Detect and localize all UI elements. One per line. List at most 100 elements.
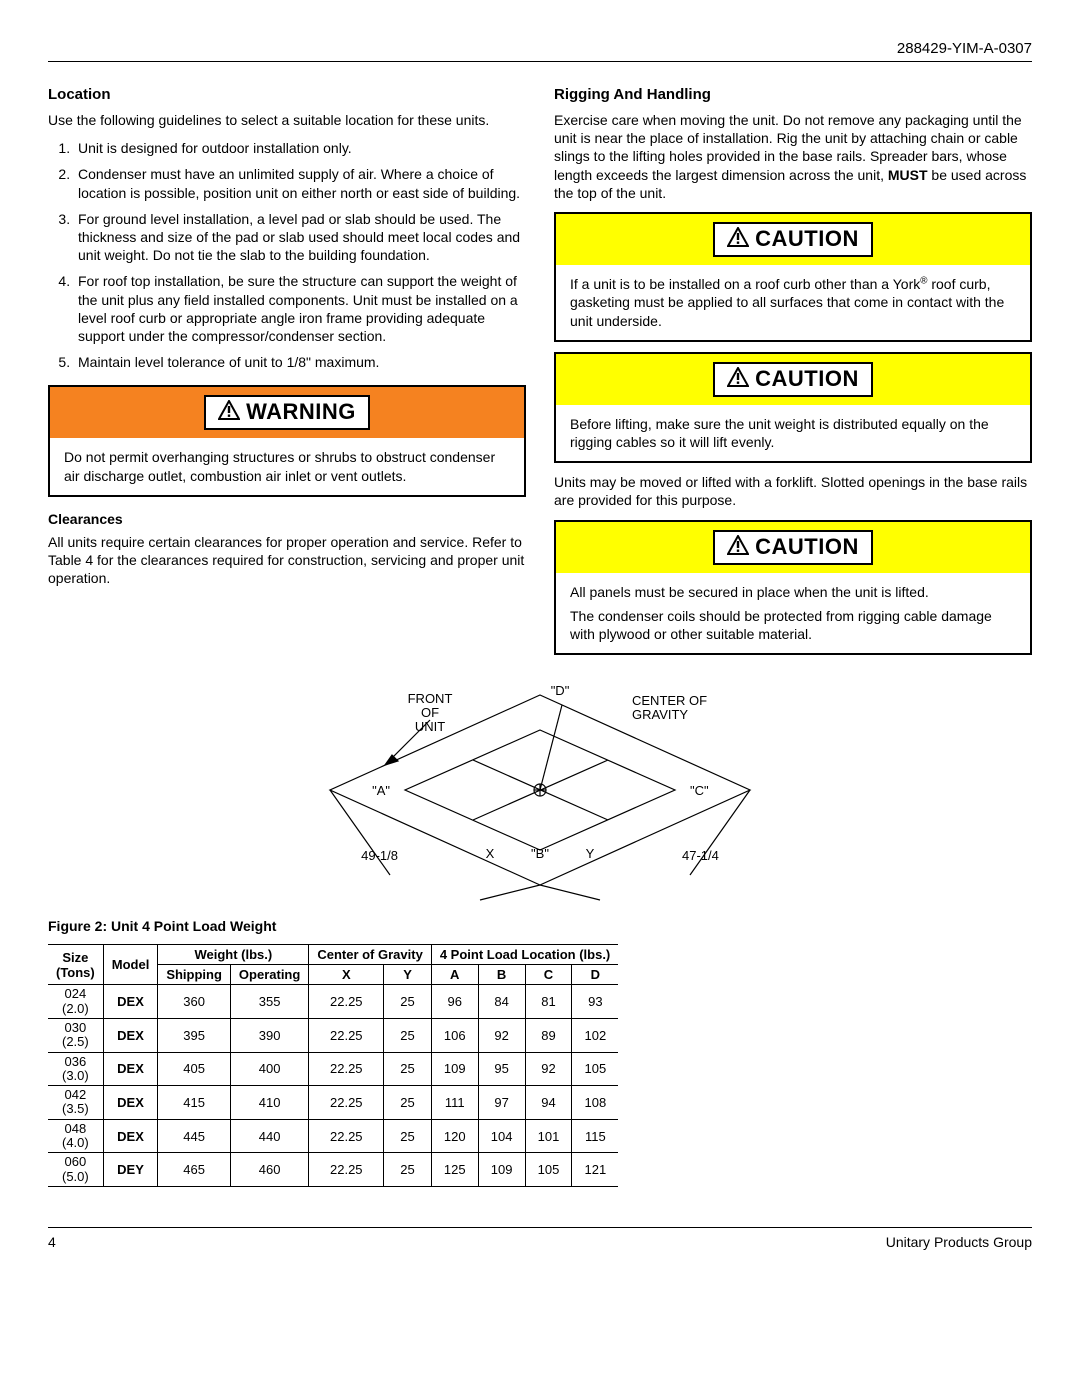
cell-model: DEX [103,1086,158,1120]
cell-shipping: 445 [158,1119,231,1153]
caution-callout-2: CAUTION Before lifting, make sure the un… [554,352,1032,464]
th-c: C [525,965,572,985]
caution-badge: CAUTION [713,222,873,257]
two-column-layout: Location Use the following guidelines to… [48,86,1032,665]
guideline-item: Unit is designed for outdoor installatio… [74,139,526,157]
warning-callout: WARNING Do not permit overhanging struct… [48,385,526,497]
right-column: Rigging And Handling Exercise care when … [554,86,1032,665]
caution-label: CAUTION [755,226,859,251]
left-column: Location Use the following guidelines to… [48,86,526,665]
label-b: "B" [531,846,549,861]
cell-operating: 410 [230,1086,308,1120]
cell-shipping: 395 [158,1018,231,1052]
th-weight: Weight (lbs.) [158,945,309,965]
warning-header: WARNING [50,387,524,438]
caution-triangle-icon [727,367,749,393]
cell-x: 22.25 [309,1086,384,1120]
cell-x: 22.25 [309,1119,384,1153]
cell-b: 109 [478,1153,525,1187]
caution-header: CAUTION [556,354,1030,405]
warning-badge: WARNING [204,395,370,430]
page-number: 4 [48,1234,56,1250]
warning-text: Do not permit overhanging structures or … [64,448,510,484]
guideline-item: Condenser must have an unlimited supply … [74,165,526,201]
cell-c: 94 [525,1086,572,1120]
cell-operating: 460 [230,1153,308,1187]
cell-a: 109 [431,1052,478,1086]
caution-header: CAUTION [556,522,1030,573]
cell-c: 81 [525,985,572,1019]
cell-y: 25 [384,1153,432,1187]
cell-y: 25 [384,1119,432,1153]
table-header: Size(Tons) Model Weight (lbs.) Center of… [48,945,618,985]
dim-left: 49-1/8 [361,848,398,863]
rigging-intro: Exercise care when moving the unit. Do n… [554,111,1032,202]
page-header: 288429-YIM-A-0307 [48,40,1032,62]
cell-c: 89 [525,1018,572,1052]
figure-caption: Figure 2: Unit 4 Point Load Weight [48,918,1032,934]
cell-b: 104 [478,1119,525,1153]
cell-model: DEX [103,1018,158,1052]
caution-callout-1: CAUTION If a unit is to be installed on … [554,212,1032,342]
caution1-text-a: If a unit is to be installed on a roof c… [570,276,920,292]
th-shipping: Shipping [158,965,231,985]
cell-d: 93 [572,985,618,1019]
page-footer: 4 Unitary Products Group [48,1227,1032,1250]
cell-model: DEX [103,1052,158,1086]
caution-body-1: If a unit is to be installed on a roof c… [556,265,1030,340]
th-x: X [309,965,384,985]
cell-c: 92 [525,1052,572,1086]
cell-y: 25 [384,1086,432,1120]
cell-size: 024(2.0) [48,985,103,1019]
warning-body: Do not permit overhanging structures or … [50,438,524,494]
cell-a: 106 [431,1018,478,1052]
warning-triangle-icon [218,400,240,426]
cell-d: 121 [572,1153,618,1187]
th-cog: Center of Gravity [309,945,431,965]
figure-2: FRONTOFUNIT CENTER OFGRAVITY "D" "A" "C"… [48,675,1032,908]
caution-label: CAUTION [755,534,859,559]
caution-body-2: Before lifting, make sure the unit weigh… [556,405,1030,461]
cell-x: 22.25 [309,1018,384,1052]
guideline-item: For ground level installation, a level p… [74,210,526,265]
cell-b: 97 [478,1086,525,1120]
table-body: 024(2.0)DEX36035522.252596848193030(2.5)… [48,985,618,1187]
cell-a: 125 [431,1153,478,1187]
load-weight-table: Size(Tons) Model Weight (lbs.) Center of… [48,944,618,1187]
th-load: 4 Point Load Location (lbs.) [431,945,618,965]
dim-right: 47-1/4 [682,848,719,863]
caution-3-text-2: The condenser coils should be protected … [570,607,1016,643]
guideline-item: Maintain level tolerance of unit to 1/8"… [74,353,526,371]
cell-y: 25 [384,1018,432,1052]
cell-y: 25 [384,985,432,1019]
th-size: Size(Tons) [48,945,103,985]
clearances-text: All units require certain clearances for… [48,533,526,588]
caution-triangle-icon [727,227,749,253]
cell-y: 25 [384,1052,432,1086]
cell-size: 048(4.0) [48,1119,103,1153]
cell-d: 102 [572,1018,618,1052]
rigging-heading: Rigging And Handling [554,86,1032,103]
svg-text:CENTER OFGRAVITY: CENTER OFGRAVITY [632,693,707,722]
cell-shipping: 360 [158,985,231,1019]
cell-operating: 390 [230,1018,308,1052]
cell-operating: 440 [230,1119,308,1153]
th-d: D [572,965,618,985]
clearances-heading: Clearances [48,511,526,527]
cell-model: DEY [103,1153,158,1187]
forklift-text: Units may be moved or lifted with a fork… [554,473,1032,509]
cell-c: 105 [525,1153,572,1187]
cell-operating: 400 [230,1052,308,1086]
cell-size: 060(5.0) [48,1153,103,1187]
caution-triangle-icon [727,535,749,561]
table-row: 060(5.0)DEY46546022.2525125109105121 [48,1153,618,1187]
table-row: 048(4.0)DEX44544022.2525120104101115 [48,1119,618,1153]
cell-shipping: 465 [158,1153,231,1187]
label-c: "C" [690,783,709,798]
cell-shipping: 415 [158,1086,231,1120]
guideline-item: For roof top installation, be sure the s… [74,272,526,345]
cell-d: 105 [572,1052,618,1086]
location-intro: Use the following guidelines to select a… [48,111,526,129]
cell-a: 96 [431,985,478,1019]
caution-3-text-1: All panels must be secured in place when… [570,583,1016,601]
